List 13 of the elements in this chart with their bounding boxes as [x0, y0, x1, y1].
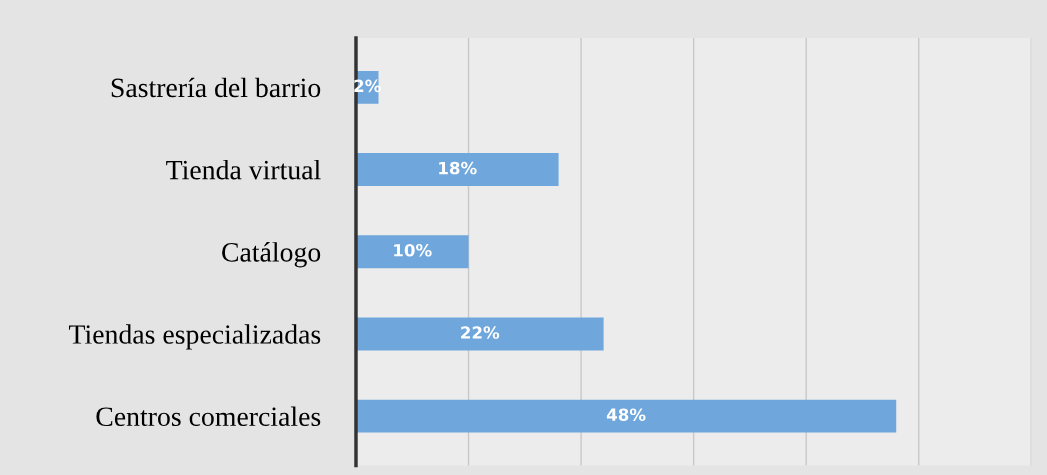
y-tick-label: Tienda virtual — [166, 159, 321, 180]
data-label: 10% — [394, 243, 432, 257]
y-tick-label: Catálogo — [222, 242, 321, 268]
bar — [355, 317, 604, 351]
data-label: 48% — [606, 408, 646, 422]
data-label: 22% — [461, 326, 500, 339]
y-tick-label: Centros comerciales — [96, 406, 321, 427]
data-label: 18% — [439, 161, 477, 175]
bar — [355, 235, 469, 269]
bar — [355, 153, 559, 186]
y-tick-label: Tiendas especializadas — [68, 324, 321, 350]
bar — [355, 399, 897, 433]
y-tick-label: Sastrería del barrio — [111, 77, 321, 98]
